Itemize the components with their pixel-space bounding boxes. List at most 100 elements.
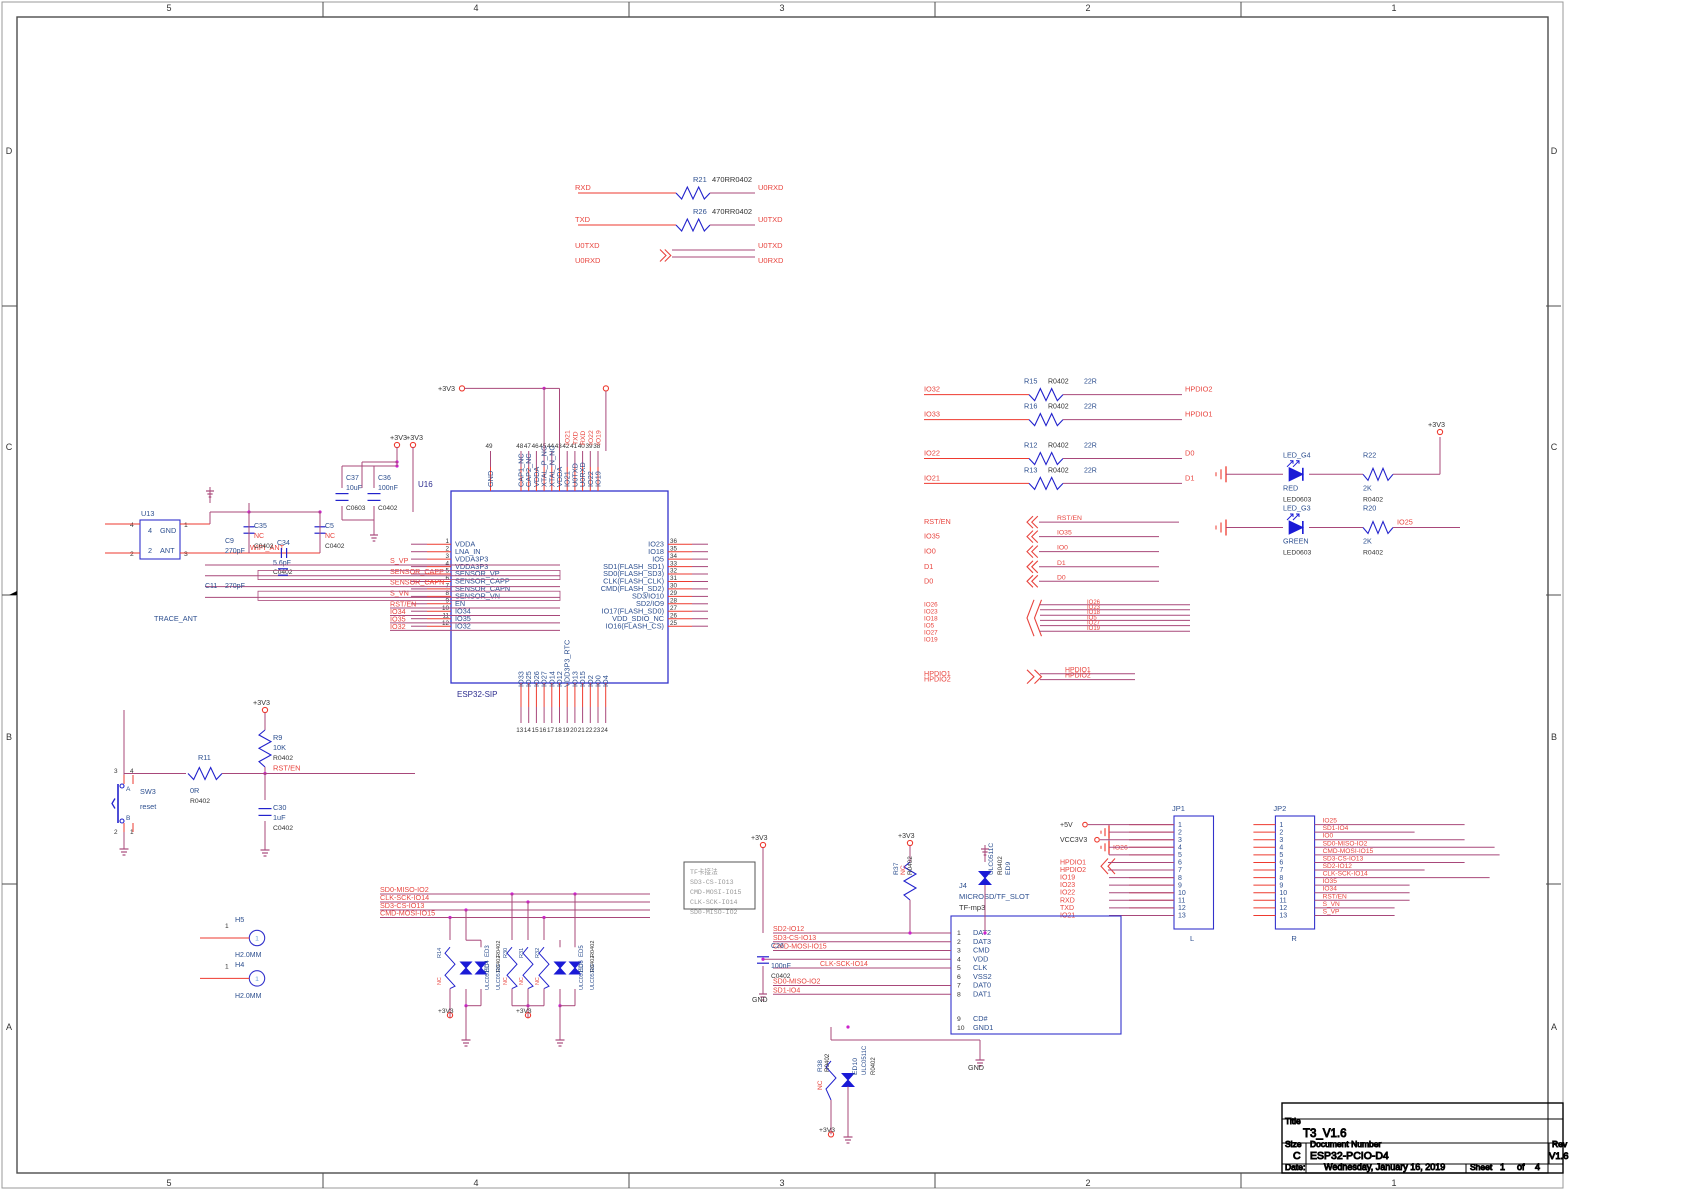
svg-text:1: 1 — [1391, 3, 1396, 13]
svg-text:IO18: IO18 — [924, 615, 938, 622]
svg-text:IO16(FLASH_CS): IO16(FLASH_CS) — [606, 621, 664, 630]
svg-text:3: 3 — [779, 1178, 784, 1188]
svg-text:R21: R21 — [693, 175, 707, 184]
svg-text:C0402: C0402 — [325, 543, 345, 550]
svg-text:GND: GND — [160, 526, 176, 535]
svg-text:8: 8 — [1178, 875, 1182, 882]
svg-text:30: 30 — [670, 583, 678, 590]
svg-text:3: 3 — [114, 768, 118, 775]
svg-text:IO27: IO27 — [924, 629, 938, 636]
svg-text:ED10: ED10 — [852, 1058, 859, 1075]
svg-text:IO33: IO33 — [924, 410, 940, 419]
svg-text:R14: R14 — [437, 948, 443, 958]
svg-text:25: 25 — [670, 620, 678, 627]
svg-text:R0402: R0402 — [1048, 443, 1069, 450]
svg-text:470RR0402: 470RR0402 — [712, 175, 752, 184]
svg-text:R32: R32 — [535, 948, 541, 958]
svg-text:2K: 2K — [1363, 537, 1372, 546]
svg-text:IO32: IO32 — [924, 385, 940, 394]
svg-text:IO25: IO25 — [1323, 818, 1338, 825]
svg-text:CLK-SCK-IO14: CLK-SCK-IO14 — [1323, 871, 1368, 878]
svg-text:DAT3: DAT3 — [973, 937, 991, 946]
svg-text:D1: D1 — [924, 562, 933, 571]
svg-text:VDD: VDD — [973, 954, 988, 963]
svg-text:R0402: R0402 — [997, 856, 1004, 875]
svg-text:C34: C34 — [277, 540, 290, 547]
svg-text:5: 5 — [957, 965, 961, 972]
svg-text:1: 1 — [225, 923, 229, 930]
svg-text:6: 6 — [1279, 860, 1283, 867]
svg-text:10: 10 — [1178, 890, 1186, 897]
svg-text:ESP32-SIP: ESP32-SIP — [457, 690, 497, 699]
svg-text:VCC3V3: VCC3V3 — [1060, 837, 1087, 844]
svg-text:16: 16 — [539, 727, 547, 734]
svg-text:C35: C35 — [254, 523, 267, 530]
svg-text:R0402: R0402 — [1048, 467, 1069, 474]
svg-text:CLK-SCK-IO14: CLK-SCK-IO14 — [820, 961, 868, 968]
svg-text:D: D — [1551, 146, 1558, 156]
svg-text:RED: RED — [1283, 483, 1298, 492]
svg-text:B: B — [6, 732, 12, 742]
svg-text:33: 33 — [670, 560, 678, 567]
svg-text:4: 4 — [130, 522, 134, 529]
svg-text:+3V3: +3V3 — [1428, 420, 1445, 429]
svg-text:R0402: R0402 — [871, 1057, 877, 1075]
svg-text:NC: NC — [519, 977, 525, 985]
svg-text:3: 3 — [1178, 837, 1182, 844]
svg-text:2: 2 — [1085, 3, 1090, 13]
svg-text:V1.6: V1.6 — [1549, 1151, 1569, 1162]
svg-text:JP2: JP2 — [1273, 804, 1286, 813]
svg-text:C: C — [6, 442, 13, 452]
svg-text:C0402: C0402 — [378, 505, 398, 512]
svg-text:DAT1: DAT1 — [973, 989, 991, 998]
svg-text:C0402: C0402 — [771, 973, 791, 980]
svg-text:7: 7 — [957, 983, 961, 990]
svg-text:1: 1 — [225, 963, 229, 970]
svg-text:26: 26 — [670, 612, 678, 619]
svg-text:5: 5 — [1279, 852, 1283, 859]
svg-text:R15: R15 — [1024, 377, 1037, 386]
svg-text:U0RXD: U0RXD — [575, 256, 601, 265]
svg-text:22R: 22R — [1084, 379, 1097, 386]
svg-text:C11: C11 — [205, 583, 217, 590]
svg-text:17: 17 — [547, 727, 555, 734]
svg-text:S_VP: S_VP — [390, 556, 409, 565]
svg-text:31: 31 — [670, 575, 678, 582]
svg-text:HPDIO2: HPDIO2 — [924, 675, 951, 684]
svg-text:IO0: IO0 — [924, 547, 936, 556]
svg-text:HPDIO1: HPDIO1 — [1060, 859, 1086, 866]
svg-text:SD3-CS-IO13: SD3-CS-IO13 — [1323, 855, 1364, 862]
svg-text:D1: D1 — [1185, 473, 1194, 482]
svg-text:43: 43 — [555, 443, 563, 450]
svg-text:8: 8 — [1279, 875, 1283, 882]
svg-text:J4: J4 — [959, 881, 967, 890]
svg-text:R0402: R0402 — [190, 798, 210, 805]
svg-text:R0402: R0402 — [1048, 404, 1069, 411]
svg-text:IO26: IO26 — [924, 601, 938, 608]
svg-text:TF卡接法: TF卡接法 — [690, 867, 718, 876]
svg-text:GND: GND — [752, 997, 768, 1004]
svg-text:R0402: R0402 — [590, 941, 596, 957]
svg-text:IO4: IO4 — [601, 675, 610, 687]
svg-text:NC: NC — [325, 533, 335, 540]
svg-text:4: 4 — [1535, 1162, 1540, 1172]
svg-text:4: 4 — [1279, 845, 1283, 852]
svg-text:IO22: IO22 — [924, 449, 940, 458]
svg-text:NC: NC — [900, 865, 907, 875]
svg-text:1: 1 — [255, 935, 259, 942]
svg-text:C5: C5 — [325, 523, 334, 530]
svg-text:R37: R37 — [893, 862, 900, 875]
svg-text:+5V: +5V — [1060, 822, 1073, 829]
svg-text:TF-mp3: TF-mp3 — [959, 903, 985, 912]
svg-text:RXD: RXD — [575, 183, 591, 192]
svg-text:5: 5 — [1178, 852, 1182, 859]
svg-text:IO35: IO35 — [924, 532, 940, 541]
svg-text:IO19: IO19 — [924, 636, 938, 643]
svg-text:24: 24 — [601, 727, 609, 734]
svg-text:22R: 22R — [1084, 443, 1097, 450]
svg-text:10K: 10K — [273, 743, 286, 752]
svg-text:DAT0: DAT0 — [973, 981, 991, 990]
svg-text:R0402: R0402 — [496, 941, 502, 957]
svg-text:28: 28 — [670, 598, 678, 605]
svg-text:270pF: 270pF — [225, 583, 245, 590]
